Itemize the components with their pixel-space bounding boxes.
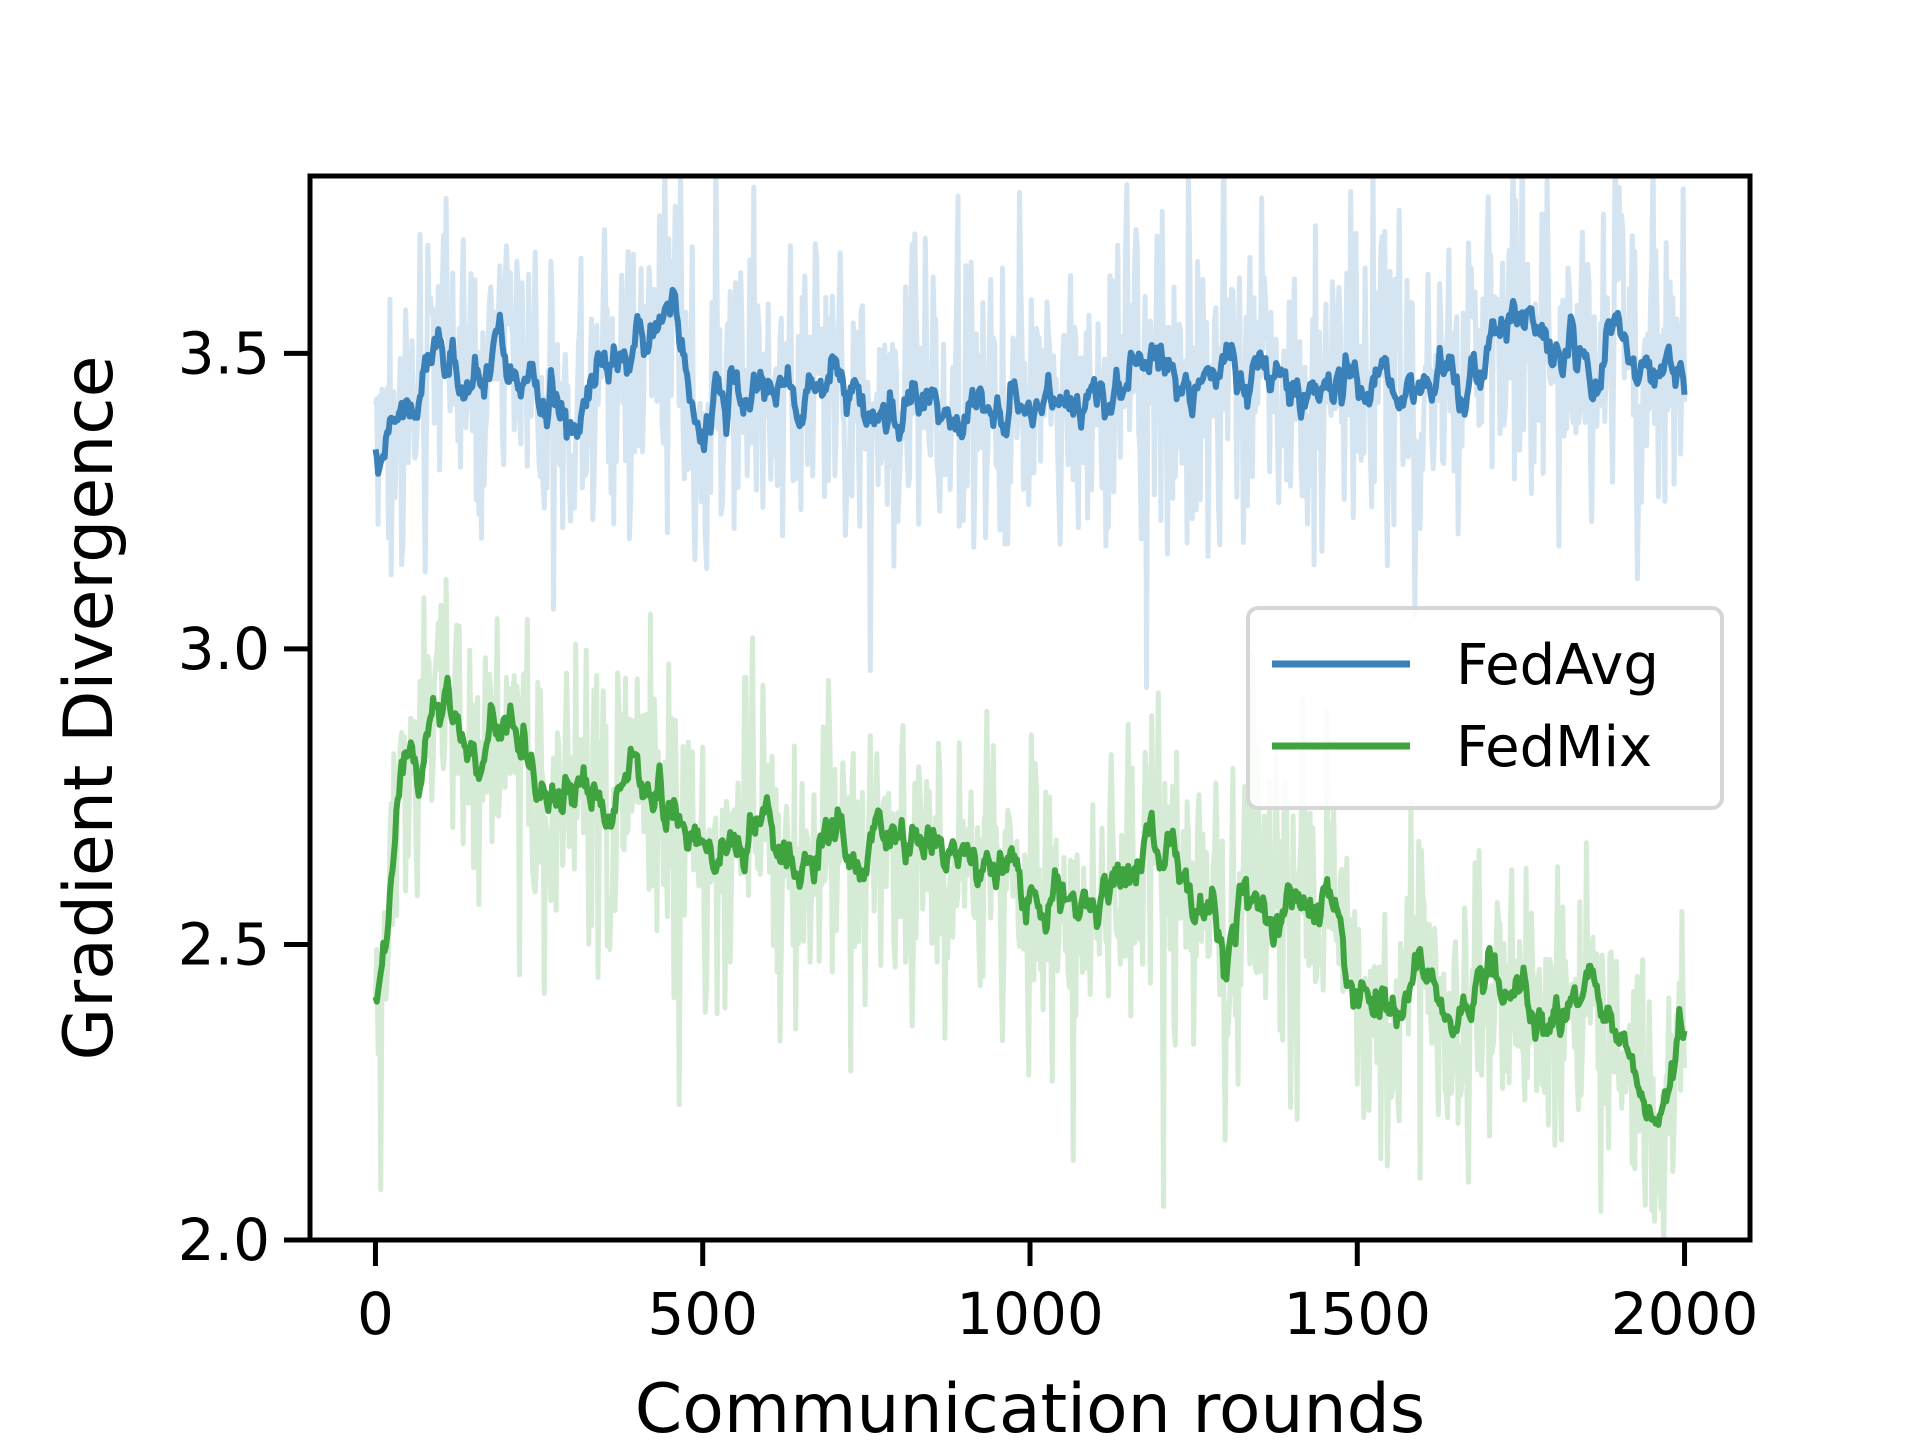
y-tick-label: 2.5	[178, 910, 270, 978]
legend: FedAvg FedMix	[1246, 606, 1724, 810]
raw-line-fedavg	[373, 176, 1687, 691]
x-tick-label: 1000	[956, 1280, 1104, 1348]
x-tick-label: 0	[357, 1280, 394, 1348]
y-tick-label: 3.5	[178, 319, 270, 387]
legend-box	[1246, 606, 1724, 810]
y-tick-label: 3.0	[178, 615, 270, 683]
x-tick-label: 2000	[1611, 1280, 1759, 1348]
smoothed-line-fedavg	[372, 286, 1688, 477]
smoothed-line-fedmix	[372, 674, 1688, 1128]
x-tick-label: 500	[647, 1280, 758, 1348]
x-axis-label: Communication rounds	[635, 1370, 1425, 1440]
y-axis-label: Gradient Divergence	[50, 355, 129, 1060]
legend-label-fedmix: FedMix	[1456, 715, 1652, 780]
y-tick-label: 2.0	[178, 1206, 270, 1274]
y-axis-ticks: 2.0 2.5 3.0 3.5	[178, 319, 310, 1274]
x-axis-ticks: 0 500 1000 1500 2000	[357, 1240, 1758, 1348]
legend-label-fedavg: FedAvg	[1456, 633, 1659, 698]
x-tick-label: 1500	[1283, 1280, 1431, 1348]
smoothed-series-layer	[372, 286, 1688, 1128]
